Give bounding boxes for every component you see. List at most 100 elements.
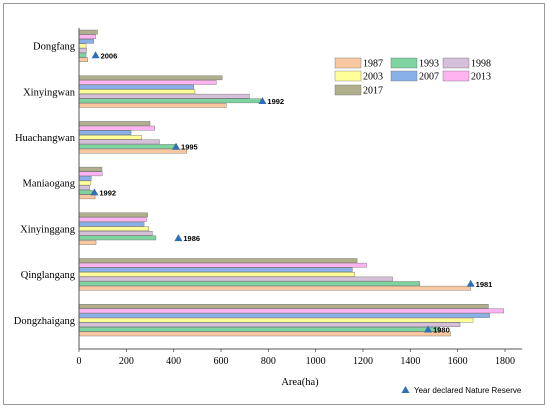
bar-qinglangang-1998 bbox=[78, 276, 393, 282]
category-labels: Dongfang Xinyingwan Huachangwan Maniaogang X… bbox=[14, 42, 76, 327]
bar-huachangwan-1993 bbox=[78, 144, 176, 149]
x-axis-title: Area(ha) bbox=[281, 377, 319, 388]
declared-marker-qinglangang bbox=[466, 279, 475, 287]
x-ticks: 0 200 400 600 800 1000 1200 1400 1600 1800 bbox=[77, 349, 515, 367]
declared-marker-maniaogang bbox=[90, 188, 99, 196]
bar-qinglangang-2003 bbox=[78, 272, 355, 277]
bar-dongfang-1993 bbox=[78, 52, 87, 58]
x-tick-label-1400: 1400 bbox=[400, 356, 420, 367]
x-tick-label-1000: 1000 bbox=[306, 356, 326, 367]
bar-dongfang-2013 bbox=[78, 34, 96, 39]
category-label-xinyingwan: Xinyingwan bbox=[23, 87, 76, 98]
bar-xinyinggang-1993 bbox=[78, 235, 157, 241]
legend-swatch-1993 bbox=[390, 57, 418, 69]
bar-dongfang-1998 bbox=[78, 48, 87, 53]
category-label-huachangwan: Huachangwan bbox=[15, 133, 76, 144]
bar-dongfang-2007 bbox=[78, 39, 94, 44]
declared-marker-xinyinggang bbox=[174, 234, 183, 242]
bars-layer bbox=[78, 29, 505, 337]
bar-dongfang-2017 bbox=[78, 29, 98, 35]
declared-year-maniaogang: 1992 bbox=[99, 188, 116, 197]
declared-year-dongzhaigang: 1980 bbox=[433, 326, 450, 335]
bar-xinyingwan-1987 bbox=[78, 103, 227, 108]
bar-maniaogang-2013 bbox=[78, 171, 103, 177]
bar-xinyingwan-1993 bbox=[78, 98, 261, 104]
bar-huachangwan-1998 bbox=[78, 139, 160, 145]
axes-layer bbox=[78, 28, 522, 350]
bar-maniaogang-2007 bbox=[78, 176, 92, 181]
bar-huachangwan-2013 bbox=[78, 125, 155, 131]
bar-xinyinggang-1987 bbox=[78, 240, 97, 245]
category-label-dongfang: Dongfang bbox=[33, 42, 76, 53]
bar-qinglangang-1987 bbox=[78, 285, 471, 291]
bar-qinglangang-2017 bbox=[78, 258, 358, 263]
bar-maniaogang-2003 bbox=[78, 180, 92, 186]
marker-legend: Year declared Nature Reserve bbox=[401, 386, 522, 395]
legend-box bbox=[333, 53, 530, 101]
marker-legend-label: Year declared Nature Reserve bbox=[414, 386, 522, 395]
bar-xinyingwan-2013 bbox=[78, 80, 217, 85]
x-tick-label-600: 600 bbox=[214, 356, 229, 367]
x-tick-label-200: 200 bbox=[119, 356, 134, 367]
declared-marker-huachangwan bbox=[172, 142, 181, 150]
declared-year-xinyinggang: 1986 bbox=[183, 234, 200, 243]
bar-huachangwan-2017 bbox=[78, 121, 151, 126]
category-label-maniaogang: Maniaogang bbox=[23, 179, 76, 190]
declared-marker-xinyingwan bbox=[258, 97, 267, 104]
bar-maniaogang-2017 bbox=[78, 166, 103, 172]
legend-label-2017: 2017 bbox=[363, 86, 383, 97]
bar-xinyingwan-2017 bbox=[78, 75, 223, 81]
bar-maniaogang-1993 bbox=[78, 189, 93, 195]
declared-year-qinglangang: 1981 bbox=[476, 280, 493, 289]
declared-year-dongfang: 2006 bbox=[101, 51, 118, 60]
legend-label-2007: 2007 bbox=[419, 72, 439, 83]
legend-swatch-1998 bbox=[442, 57, 470, 69]
bar-qinglangang-1993 bbox=[78, 281, 420, 286]
bar-xinyinggang-2003 bbox=[78, 226, 150, 232]
legend-swatch-2017 bbox=[334, 84, 362, 96]
bar-dongzhaigang-2017 bbox=[78, 304, 489, 309]
x-tick-label-1200: 1200 bbox=[353, 356, 373, 367]
bar-dongzhaigang-2007 bbox=[78, 313, 490, 318]
bar-huachangwan-2007 bbox=[78, 130, 132, 136]
x-tick-label-0: 0 bbox=[77, 356, 82, 367]
bar-xinyinggang-2007 bbox=[78, 221, 145, 227]
x-tick-label-1600: 1600 bbox=[448, 356, 468, 367]
declared-year-xinyingwan: 1992 bbox=[267, 97, 284, 106]
bar-dongfang-1987 bbox=[78, 57, 88, 62]
legend-swatch-2007 bbox=[390, 70, 418, 82]
x-tick-label-800: 800 bbox=[261, 356, 276, 367]
bar-xinyingwan-2007 bbox=[78, 84, 194, 90]
bar-qinglangang-2007 bbox=[78, 267, 353, 273]
category-label-xinyinggang: Xinyinggang bbox=[20, 224, 76, 235]
declared-marker-dongzhaigang bbox=[424, 325, 433, 333]
legend-label-1998: 1998 bbox=[471, 59, 491, 70]
legend-label-2003: 2003 bbox=[363, 72, 383, 83]
bar-huachangwan-2003 bbox=[78, 134, 142, 140]
legend-swatch-2003 bbox=[334, 70, 362, 82]
legend-label-2013: 2013 bbox=[471, 72, 491, 83]
bar-qinglangang-2013 bbox=[78, 262, 367, 268]
bar-xinyinggang-1998 bbox=[78, 230, 153, 236]
legend-swatch-2013 bbox=[442, 70, 470, 82]
declared-marker-dongfang bbox=[91, 51, 100, 59]
category-label-qinglangang: Qinglangang bbox=[21, 270, 76, 281]
bar-xinyinggang-2017 bbox=[78, 212, 148, 218]
legend-label-1993: 1993 bbox=[419, 59, 439, 70]
bar-dongzhaigang-1998 bbox=[78, 322, 461, 328]
category-label-dongzhaigang: Dongzhaigang bbox=[14, 316, 76, 327]
marker-legend-triangle-icon bbox=[401, 386, 410, 393]
bar-xinyingwan-1998 bbox=[78, 93, 250, 99]
x-tick-label-1800: 1800 bbox=[495, 356, 515, 367]
bar-dongzhaigang-1987 bbox=[78, 331, 451, 337]
legend-label-1987: 1987 bbox=[363, 59, 383, 70]
declared-year-huachangwan: 1995 bbox=[181, 143, 198, 152]
bar-dongzhaigang-1993 bbox=[78, 327, 441, 332]
bar-xinyinggang-2013 bbox=[78, 217, 147, 222]
bar-dongzhaigang-2003 bbox=[78, 317, 474, 323]
bar-dongfang-2003 bbox=[78, 43, 87, 49]
legend: 1987 1993 1998 2003 2007 2013 2017 bbox=[333, 53, 530, 101]
x-tick-label-400: 400 bbox=[166, 356, 181, 367]
markers-layer: 2006 1992 1995 1992 1986 1981 1980 bbox=[90, 51, 493, 335]
bar-huachangwan-1987 bbox=[78, 148, 187, 154]
